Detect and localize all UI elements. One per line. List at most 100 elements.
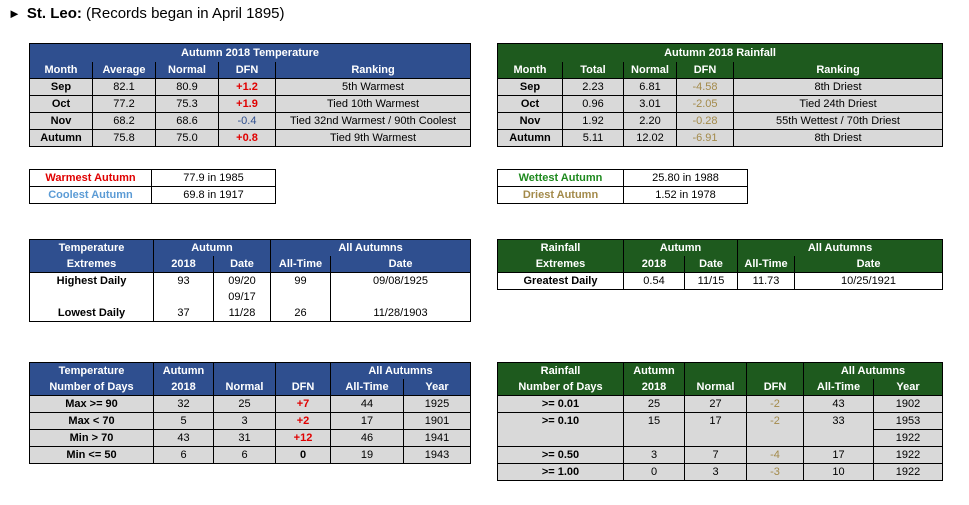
wettest-autumn-label: Wettest Autumn — [497, 169, 624, 187]
date-cell: 11/28 — [212, 305, 272, 322]
year-cell: 1901 — [403, 412, 471, 430]
table-row: Lowest Daily 37 11/28 26 11/28/1903 — [29, 305, 472, 322]
month-cell: Sep — [29, 78, 93, 96]
value-cell: 17 — [684, 412, 747, 430]
station-name: St. Leo: — [26, 5, 82, 22]
value-cell: 11.73 — [737, 272, 796, 290]
col-header: Year — [873, 379, 943, 396]
ranking-cell: Tied 24th Driest — [732, 95, 944, 113]
month-cell: Autumn — [29, 129, 93, 147]
dfn-cell: +1.2 — [218, 78, 276, 96]
table-row: Greatest Daily 0.54 11/15 11.73 10/25/19… — [497, 272, 944, 290]
col-header: DFN — [676, 62, 734, 79]
value-cell: 5.11 — [562, 129, 624, 147]
table-title: Number of Days — [29, 379, 154, 396]
wettest-autumn-value: 25.80 in 1988 — [623, 169, 748, 187]
value-cell: 27 — [684, 395, 747, 413]
dfn-cell: -4 — [746, 446, 804, 464]
year-cell: 1953 — [873, 412, 943, 430]
table-title: Rainfall — [497, 239, 624, 256]
table-row: Nov 1.92 2.20 -0.28 55th Wettest / 70th … — [497, 112, 944, 130]
row-label: >= 0.01 — [497, 395, 624, 413]
value-cell: 68.2 — [92, 112, 156, 130]
value-cell: 37 — [153, 305, 214, 322]
ranking-cell: Tied 32nd Warmest / 90th Coolest — [274, 112, 472, 130]
table-row: Autumn 75.8 75.0 +0.8 Tied 9th Warmest — [29, 129, 472, 147]
value-cell: 1.92 — [562, 112, 624, 130]
row-label: Greatest Daily — [497, 272, 624, 290]
value-cell: 19 — [330, 446, 404, 464]
value-cell: 3 — [623, 446, 685, 464]
value-cell: 31 — [213, 429, 276, 447]
year-cell: 1925 — [403, 395, 471, 413]
table-title: Number of Days — [497, 379, 624, 396]
row-label: Highest Daily — [29, 272, 154, 289]
value-cell: 25 — [623, 395, 685, 413]
col-header: Autumn — [152, 239, 272, 256]
col-header: Date — [794, 256, 944, 273]
value-cell: 26 — [270, 305, 332, 322]
col-header: Autumn — [622, 239, 739, 256]
ranking-cell: 5th Warmest — [274, 78, 472, 96]
dfn-cell: -3 — [746, 463, 804, 481]
dfn-cell: -2 — [746, 395, 804, 413]
table-row: >= 0.50 3 7 -4 17 1922 — [497, 446, 943, 464]
col-header: 2018 — [153, 379, 214, 396]
row-label: Min <= 50 — [29, 446, 154, 464]
records-note: (Records began in April 1895) — [86, 5, 285, 22]
table-row: Oct 0.96 3.01 -2.05 Tied 24th Driest — [497, 95, 944, 113]
rainfall-extremes-table: Rainfall Autumn All Autumns Extremes 201… — [497, 239, 944, 290]
col-header: DFN — [275, 379, 331, 396]
value-cell: 2.23 — [562, 78, 624, 96]
col-header: 2018 — [153, 256, 214, 273]
value-cell: 2.20 — [623, 112, 677, 130]
col-header: All-Time — [737, 256, 796, 273]
month-cell: Nov — [29, 112, 93, 130]
col-header: 2018 — [623, 256, 685, 273]
value-cell: 6 — [213, 446, 276, 464]
value-cell: 0.54 — [623, 272, 685, 290]
dfn-cell: -0.28 — [676, 112, 734, 130]
month-cell: Oct — [29, 95, 93, 113]
value-cell: 77.2 — [92, 95, 156, 113]
col-header: Month — [29, 62, 93, 79]
dfn-cell: +0.8 — [218, 129, 276, 147]
date-cell: 11/15 — [683, 272, 739, 290]
triangle-bullet-icon: ► — [8, 6, 21, 21]
table-row: 09/17 — [29, 289, 472, 305]
value-cell: 17 — [803, 446, 874, 464]
table-row: Oct 77.2 75.3 +1.9 Tied 10th Warmest — [29, 95, 472, 113]
value-cell: 43 — [803, 395, 874, 413]
value-cell: 17 — [330, 412, 404, 430]
dfn-cell: +2 — [275, 412, 331, 430]
col-header: Total — [562, 62, 624, 79]
table-title: Rainfall — [497, 362, 624, 379]
dfn-cell: -2 — [746, 412, 804, 430]
table-title: Autumn 2018 Rainfall — [496, 43, 944, 62]
rainfall-days-table: Rainfall Autumn All Autumns Number of Da… — [497, 362, 943, 481]
value-cell: 44 — [330, 395, 404, 413]
col-header: DFN — [746, 379, 804, 396]
year-cell: 1922 — [873, 446, 943, 464]
month-cell: Autumn — [497, 129, 563, 147]
month-cell: Sep — [497, 78, 563, 96]
row-label: Max >= 90 — [29, 395, 154, 413]
driest-autumn-label: Driest Autumn — [497, 186, 624, 204]
table-row: Max >= 90 32 25 +7 44 1925 — [29, 395, 471, 413]
col-header: Autumn — [623, 362, 685, 379]
autumn-temperature-table: Autumn 2018 Temperature Month Average No… — [28, 43, 472, 147]
dfn-cell: +1.9 — [218, 95, 276, 113]
table-row: Min <= 50 6 6 0 19 1943 — [29, 446, 471, 464]
autumn-rainfall-table: Autumn 2018 Rainfall Month Total Normal … — [496, 43, 944, 147]
year-cell: 1902 — [873, 395, 943, 413]
date-cell: 09/08/1925 — [330, 272, 472, 289]
value-cell: 75.0 — [155, 129, 219, 147]
value-cell: 6.81 — [623, 78, 677, 96]
table-row: >= 0.10 15 17 -2 33 1953 — [497, 412, 943, 430]
ranking-cell: 8th Driest — [732, 78, 944, 96]
dfn-cell: -2.05 — [676, 95, 734, 113]
value-cell: 80.9 — [155, 78, 219, 96]
col-header: Normal — [155, 62, 219, 79]
table-row: 1922 — [497, 429, 943, 447]
temperature-days-table: Temperature Autumn All Autumns Number of… — [29, 362, 471, 464]
